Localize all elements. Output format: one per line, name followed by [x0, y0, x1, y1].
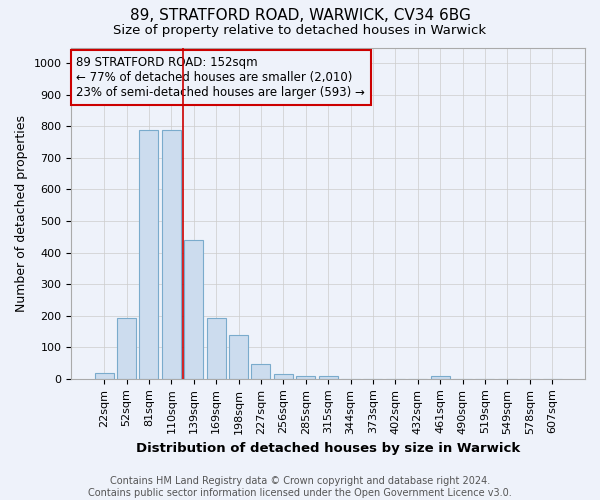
Bar: [117, 318, 136, 379]
Text: Size of property relative to detached houses in Warwick: Size of property relative to detached ho…: [113, 24, 487, 37]
Bar: [229, 334, 248, 379]
Bar: [319, 376, 338, 379]
Bar: [95, 373, 113, 379]
Bar: [296, 376, 315, 379]
Text: 89 STRATFORD ROAD: 152sqm
← 77% of detached houses are smaller (2,010)
23% of se: 89 STRATFORD ROAD: 152sqm ← 77% of detac…: [76, 56, 365, 99]
Y-axis label: Number of detached properties: Number of detached properties: [15, 114, 28, 312]
Bar: [274, 374, 293, 379]
Bar: [206, 318, 226, 379]
Text: Contains HM Land Registry data © Crown copyright and database right 2024.
Contai: Contains HM Land Registry data © Crown c…: [88, 476, 512, 498]
Bar: [139, 130, 158, 379]
Bar: [162, 130, 181, 379]
Bar: [251, 364, 271, 379]
Text: 89, STRATFORD ROAD, WARWICK, CV34 6BG: 89, STRATFORD ROAD, WARWICK, CV34 6BG: [130, 8, 470, 22]
Bar: [184, 240, 203, 379]
X-axis label: Distribution of detached houses by size in Warwick: Distribution of detached houses by size …: [136, 442, 520, 455]
Bar: [431, 376, 449, 379]
